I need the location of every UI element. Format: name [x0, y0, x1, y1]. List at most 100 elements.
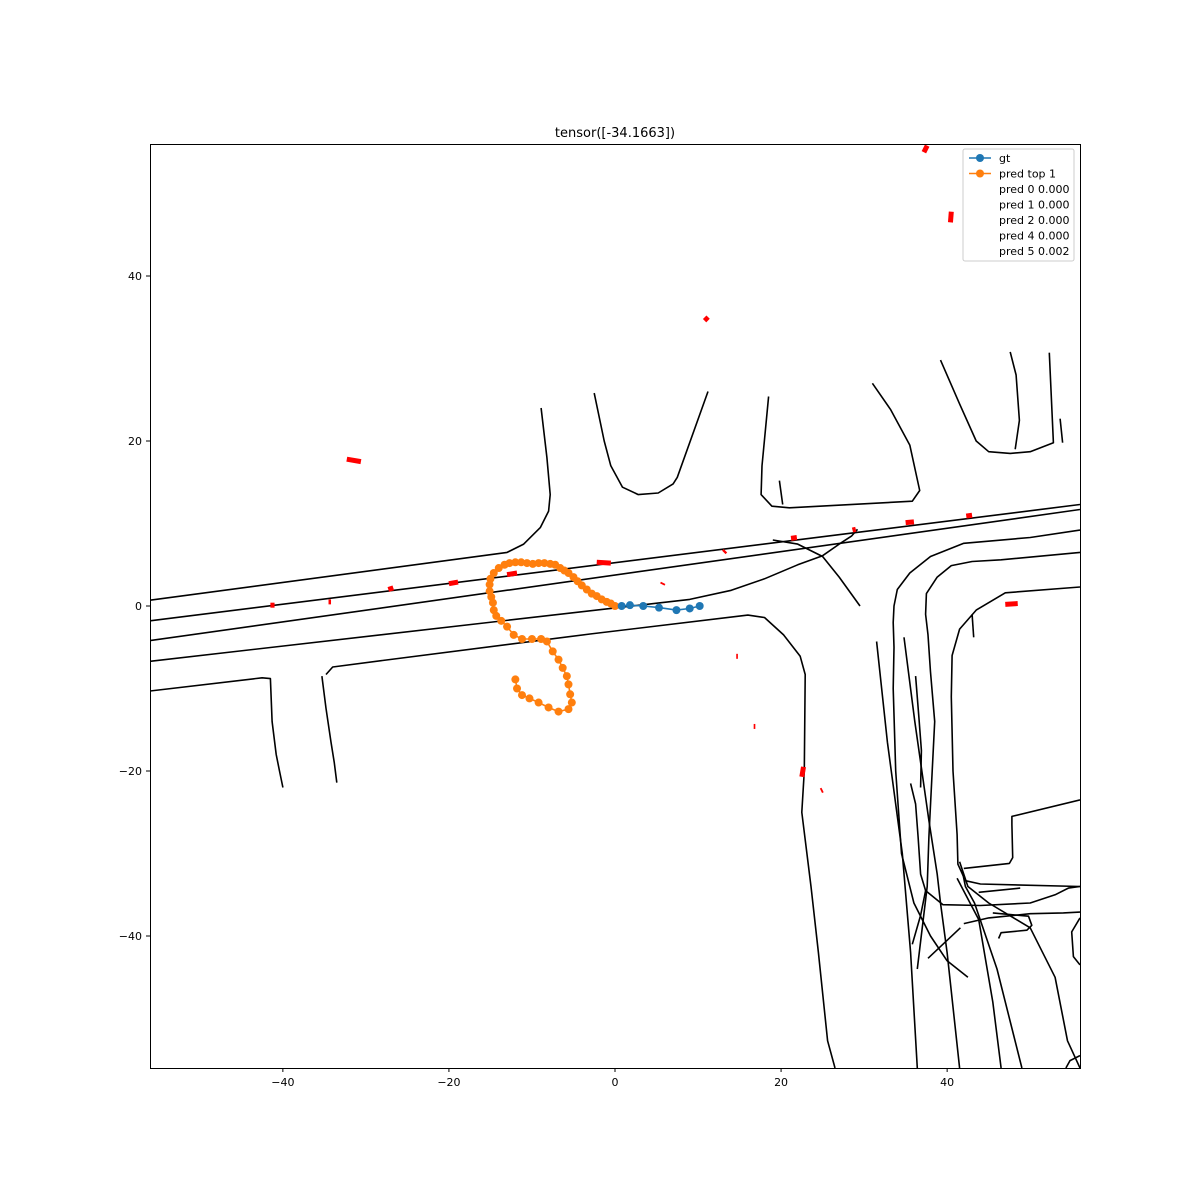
y-tick-label: 40	[128, 270, 142, 283]
pred-top1-point	[540, 559, 549, 568]
pred-top1-point	[562, 672, 571, 681]
pred-top1-point	[564, 705, 573, 714]
agent-segment	[921, 144, 930, 154]
road-boundary-line	[903, 637, 961, 1068]
pred-top1-point	[558, 663, 567, 672]
agent-segment	[702, 315, 710, 323]
agent-segment	[851, 526, 857, 533]
pred-top1-point	[518, 691, 526, 700]
pred-top1-point	[527, 635, 536, 643]
gt-point	[617, 602, 626, 610]
agent-segment	[448, 579, 459, 587]
x-tick-label: −20	[437, 1076, 460, 1089]
axis-ticks: −40 −20 0 20 40 −40 −20 0 20 40	[119, 270, 954, 1089]
pred-top1-point	[485, 580, 494, 589]
pred-top1-point	[494, 564, 503, 573]
road-boundary-line	[1009, 351, 1021, 450]
road-boundary-line	[961, 869, 1023, 1068]
x-tick-label: −40	[271, 1076, 294, 1089]
agent-segment	[346, 456, 362, 465]
road-boundary-line	[892, 529, 1080, 978]
road-boundary-line	[909, 783, 1080, 907]
agent-segment	[905, 519, 915, 526]
road-boundary-line	[875, 641, 919, 1068]
road-boundary-line	[963, 911, 1080, 925]
pred-top1-point	[503, 622, 512, 631]
gt-point	[625, 601, 634, 610]
road-boundary-line	[150, 528, 859, 663]
gt-point	[672, 606, 681, 615]
pred-top1-point	[534, 698, 543, 707]
road-boundary-line	[150, 676, 284, 788]
legend-label: pred 2 0.000	[999, 214, 1070, 227]
x-tick-label: 40	[940, 1076, 954, 1089]
agent-segment	[722, 548, 728, 555]
pred-top1-point	[554, 707, 563, 716]
legend: gt pred top 1 pred 0 0.000 pred 1 0.000 pred…	[962, 148, 1075, 262]
road-boundary-line	[992, 912, 1033, 939]
agent-segment	[799, 766, 806, 778]
road-boundary-line	[939, 352, 1055, 455]
road-boundary-line	[978, 887, 1021, 894]
legend-label: pred 0 0.000	[999, 183, 1070, 196]
gt-point	[685, 604, 694, 613]
agent-segment	[1005, 601, 1018, 607]
road-boundary-line	[325, 614, 836, 1068]
road-boundary-line	[950, 586, 1080, 888]
trajectory-layer	[485, 558, 704, 716]
agent-segment	[965, 512, 973, 519]
legend-label: pred 5 0.002	[999, 245, 1070, 258]
pred-top1-point	[554, 655, 563, 664]
pred-top1-point	[542, 637, 551, 646]
x-tick-label: 20	[774, 1076, 788, 1089]
road-boundary-line	[927, 927, 961, 959]
agent-segment	[660, 581, 666, 586]
pred-top1-point	[497, 616, 506, 625]
pred-top1-point	[544, 703, 553, 712]
pred-top1-point	[567, 698, 576, 707]
legend-label: pred 4 0.000	[999, 230, 1070, 243]
pred-top1-point	[488, 598, 497, 607]
road-boundary-line	[150, 503, 1080, 622]
road-boundary-line	[971, 614, 975, 638]
legend-label: gt	[999, 152, 1011, 165]
gt-point	[655, 603, 664, 612]
legend-label: pred 1 0.000	[999, 199, 1070, 212]
road-boundary-line	[593, 391, 709, 496]
pred-top1-point	[518, 635, 526, 643]
agent-segment	[596, 559, 611, 566]
pred-top1-point	[509, 630, 518, 639]
pred-top1-point	[513, 684, 522, 693]
pred-top1-point	[566, 690, 575, 699]
road-boundary-line	[772, 539, 861, 607]
pred-top1-point	[525, 694, 534, 703]
agent-segment	[506, 570, 518, 578]
road-boundary-line	[778, 480, 784, 505]
legend-marker	[976, 154, 984, 162]
gt-point	[639, 602, 648, 610]
pred-top1-point	[564, 680, 573, 689]
legend-label: pred top 1	[999, 168, 1056, 181]
map-layer	[150, 144, 1080, 1068]
road-boundary-line	[911, 890, 927, 945]
road-boundary-line	[914, 676, 923, 788]
road-boundary-line	[760, 382, 921, 509]
pred-top1-point	[500, 560, 509, 569]
pred-top1-point	[492, 611, 501, 620]
pred-top1-point	[511, 675, 520, 684]
chart-title: tensor([-34.1663])	[555, 126, 675, 141]
road-boundary-line	[963, 799, 1080, 870]
road-boundary-line	[321, 675, 338, 783]
road-boundary-line	[1065, 1054, 1080, 1068]
agent-segment	[790, 535, 798, 541]
agent-segment	[387, 585, 395, 592]
y-tick-label: 20	[128, 435, 142, 448]
y-tick-label: −40	[119, 930, 142, 943]
agent-segment	[947, 211, 954, 223]
pred-top1-point	[517, 558, 526, 567]
gt-point	[695, 602, 704, 610]
legend-marker	[976, 169, 984, 178]
road-boundary-line	[150, 407, 552, 601]
agent-segment	[819, 787, 824, 794]
